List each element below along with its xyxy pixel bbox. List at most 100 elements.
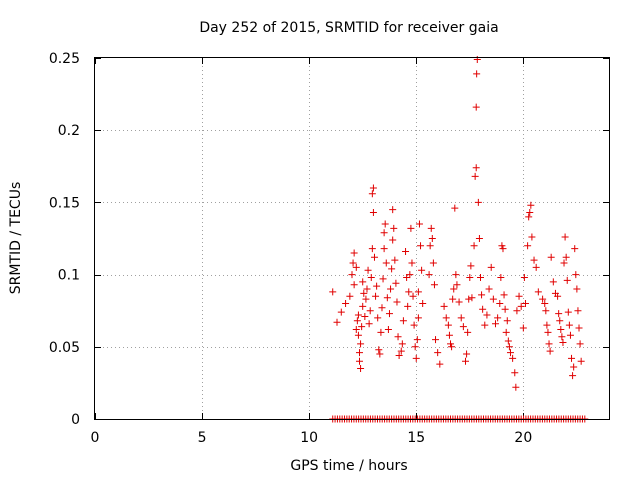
y-tick-label: 0.15 bbox=[49, 195, 80, 211]
data-point bbox=[357, 364, 365, 372]
x-tick-label: 0 bbox=[91, 430, 100, 446]
data-point bbox=[352, 325, 360, 333]
data-point bbox=[363, 285, 371, 293]
data-point bbox=[462, 357, 470, 365]
data-point bbox=[380, 229, 388, 237]
data-point bbox=[337, 308, 345, 316]
data-point bbox=[555, 310, 563, 318]
data-point bbox=[521, 299, 529, 307]
data-point bbox=[404, 302, 412, 310]
data-point bbox=[355, 349, 363, 357]
data-point bbox=[511, 369, 519, 377]
data-point bbox=[467, 262, 475, 270]
data-point bbox=[354, 311, 362, 319]
data-point bbox=[464, 328, 472, 336]
data-point bbox=[333, 318, 341, 326]
data-point bbox=[558, 333, 566, 341]
data-point bbox=[472, 103, 480, 111]
x-tick-label: 20 bbox=[514, 430, 532, 446]
data-point bbox=[353, 317, 361, 325]
data-point bbox=[465, 295, 473, 303]
data-point bbox=[350, 249, 358, 257]
data-point bbox=[425, 271, 433, 279]
chart-title: Day 252 of 2015, SRMTID for receiver gai… bbox=[199, 20, 498, 36]
data-point bbox=[430, 281, 438, 289]
data-point bbox=[362, 295, 370, 303]
data-point bbox=[411, 343, 419, 351]
data-point bbox=[563, 276, 571, 284]
data-point bbox=[370, 253, 378, 261]
data-point bbox=[564, 308, 572, 316]
data-point bbox=[369, 184, 377, 192]
data-point bbox=[413, 336, 421, 344]
data-point bbox=[494, 314, 502, 322]
y-tick-label: 0 bbox=[71, 412, 80, 428]
data-point bbox=[369, 209, 377, 217]
data-point bbox=[377, 328, 385, 336]
data-point bbox=[468, 294, 476, 302]
data-point bbox=[520, 273, 528, 281]
data-point bbox=[415, 220, 423, 228]
data-point bbox=[562, 253, 570, 261]
data-point bbox=[572, 271, 580, 279]
x-tick-label: 15 bbox=[407, 430, 425, 446]
data-point bbox=[557, 325, 565, 333]
data-point bbox=[359, 302, 367, 310]
data-point bbox=[379, 275, 387, 283]
data-point bbox=[450, 285, 458, 293]
data-point bbox=[389, 206, 397, 214]
data-point bbox=[409, 292, 417, 300]
data-point bbox=[451, 204, 459, 212]
data-point bbox=[414, 288, 422, 296]
y-tick-label: 0.25 bbox=[49, 51, 80, 67]
data-point bbox=[509, 354, 517, 362]
data-point bbox=[457, 314, 465, 322]
data-point bbox=[440, 302, 448, 310]
data-point bbox=[412, 354, 420, 362]
data-point bbox=[376, 350, 384, 358]
data-point bbox=[406, 271, 414, 279]
data-point bbox=[478, 291, 486, 299]
data-point bbox=[399, 317, 407, 325]
data-point bbox=[489, 295, 497, 303]
data-point bbox=[365, 320, 373, 328]
data-point bbox=[569, 372, 577, 380]
data-point bbox=[506, 349, 514, 357]
data-point bbox=[577, 357, 585, 365]
data-point bbox=[519, 324, 527, 332]
data-point bbox=[427, 224, 435, 232]
data-point bbox=[559, 338, 567, 346]
plot-frame bbox=[94, 57, 610, 420]
data-point bbox=[402, 247, 410, 255]
data-point bbox=[373, 282, 381, 290]
data-point bbox=[474, 198, 482, 206]
data-point bbox=[496, 299, 504, 307]
data-point bbox=[477, 273, 484, 281]
data-point bbox=[418, 266, 426, 274]
x-tick-labels: 0 5 10 15 20 bbox=[91, 430, 533, 446]
y-tick-label: 0.05 bbox=[49, 340, 80, 356]
data-point bbox=[355, 357, 363, 365]
data-point bbox=[384, 325, 392, 333]
data-point bbox=[530, 256, 538, 264]
data-point bbox=[571, 245, 579, 253]
data-point bbox=[573, 285, 581, 293]
data-point bbox=[502, 328, 510, 336]
data-point bbox=[544, 328, 552, 336]
data-point bbox=[459, 323, 467, 331]
data-point bbox=[354, 331, 362, 339]
data-point bbox=[426, 242, 434, 250]
data-point bbox=[368, 245, 376, 253]
data-point bbox=[491, 320, 499, 328]
data-point bbox=[342, 299, 350, 307]
data-point bbox=[348, 271, 356, 279]
data-point bbox=[375, 346, 383, 354]
data-point bbox=[366, 307, 374, 315]
data-point bbox=[576, 340, 584, 348]
data-point bbox=[483, 311, 491, 319]
data-point bbox=[565, 321, 573, 329]
data-point bbox=[381, 220, 389, 228]
data-point bbox=[545, 340, 553, 348]
data-points bbox=[329, 55, 589, 423]
